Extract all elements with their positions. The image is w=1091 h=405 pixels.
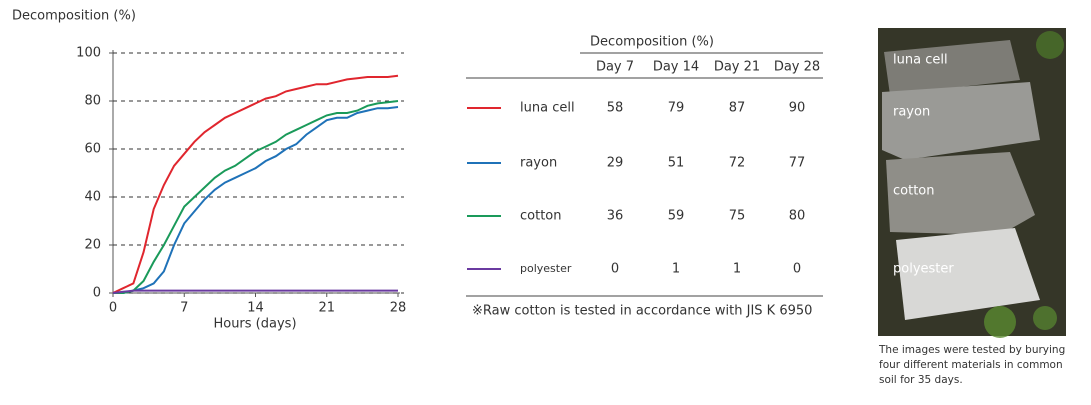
photo-label: rayon [893, 105, 930, 120]
table-row-label: rayon [520, 156, 557, 171]
y-axis-label: Decomposition (%) [12, 9, 136, 24]
photo-label: cotton [893, 184, 935, 199]
table-column-header: Day 14 [653, 60, 699, 75]
table-cell: 79 [668, 101, 685, 116]
table-cell: 36 [607, 209, 624, 224]
x-tick-label: 7 [180, 301, 188, 316]
table-cell: 0 [611, 262, 619, 277]
table-cell: 87 [729, 101, 746, 116]
y-tick-label: 60 [84, 142, 101, 157]
y-tick-label: 80 [84, 94, 101, 109]
table-row-label: polyester [520, 262, 572, 275]
table-cell: 51 [668, 156, 685, 171]
line-series [112, 289, 398, 294]
photo [878, 28, 1066, 338]
table-cell: 1 [733, 262, 741, 277]
table-cell: 90 [789, 101, 806, 116]
line-series [113, 106, 399, 294]
line-series [112, 74, 399, 294]
x-tick-label: 28 [390, 301, 407, 316]
table-column-header: Day 28 [774, 60, 820, 75]
table-cell: 59 [668, 209, 685, 224]
photo-label: polyester [893, 262, 954, 277]
table-cell: 1 [672, 262, 680, 277]
y-tick-label: 20 [84, 238, 101, 253]
table-cell: 75 [729, 209, 746, 224]
x-axis-label: Hours (days) [213, 317, 296, 332]
line-series [113, 100, 399, 294]
table-row-label: luna cell [520, 101, 575, 116]
photo-label: luna cell [893, 53, 948, 68]
table-cell: 80 [789, 209, 806, 224]
y-tick-label: 100 [76, 46, 101, 61]
table-row-label: cotton [520, 209, 562, 224]
x-tick-label: 0 [109, 301, 117, 316]
photo-caption: The images were tested by burying four d… [879, 344, 1066, 386]
y-tick-label: 40 [84, 190, 101, 205]
table-title: Decomposition (%) [590, 35, 714, 50]
table-cell: 58 [607, 101, 624, 116]
table-cell: 72 [729, 156, 746, 171]
table-cell: 0 [793, 262, 801, 277]
table-cell: 29 [607, 156, 624, 171]
y-tick-label: 0 [93, 286, 101, 301]
x-tick-label: 14 [247, 301, 264, 316]
table-cell: 77 [789, 156, 806, 171]
x-tick-label: 21 [318, 301, 335, 316]
table-column-header: Day 21 [714, 60, 760, 75]
table-column-header: Day 7 [596, 60, 634, 75]
table-note: ※Raw cotton is tested in accordance with… [472, 304, 812, 319]
